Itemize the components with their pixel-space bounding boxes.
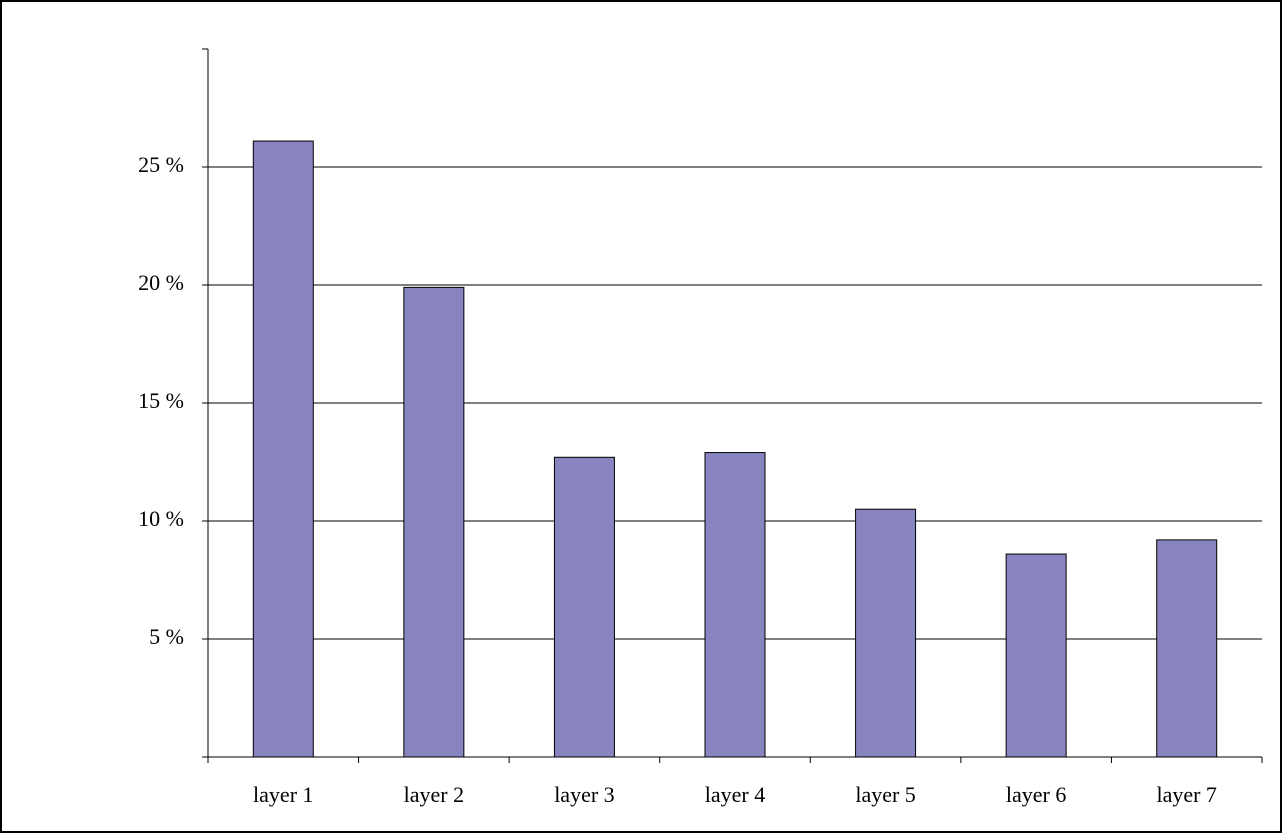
y-tick-label: 25 % xyxy=(138,152,184,177)
y-tick-label: 15 % xyxy=(138,388,184,413)
bar xyxy=(553,456,615,758)
y-tick-label: 10 % xyxy=(138,506,184,531)
x-tick-label: layer 2 xyxy=(404,782,464,807)
bar xyxy=(855,508,917,758)
x-tick-label: layer 6 xyxy=(1006,782,1066,807)
bar xyxy=(1156,539,1218,758)
bar xyxy=(252,140,314,758)
bar xyxy=(704,452,766,758)
y-tick-label: 5 % xyxy=(149,624,184,649)
x-tick-label: layer 5 xyxy=(855,782,915,807)
x-tick-label: layer 7 xyxy=(1156,782,1216,807)
y-tick-label: 20 % xyxy=(138,270,184,295)
bar xyxy=(403,286,465,758)
x-tick-label: layer 4 xyxy=(705,782,765,807)
x-tick-label: layer 3 xyxy=(554,782,614,807)
bar xyxy=(1005,553,1067,758)
x-tick-label: layer 1 xyxy=(253,782,313,807)
